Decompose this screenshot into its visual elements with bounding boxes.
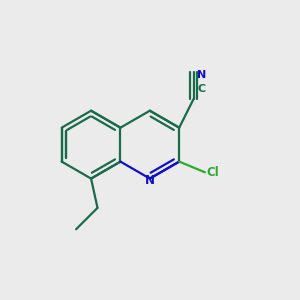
Text: Cl: Cl [207, 166, 220, 179]
Text: N: N [197, 70, 206, 80]
Text: N: N [145, 173, 155, 187]
Text: C: C [197, 84, 205, 94]
